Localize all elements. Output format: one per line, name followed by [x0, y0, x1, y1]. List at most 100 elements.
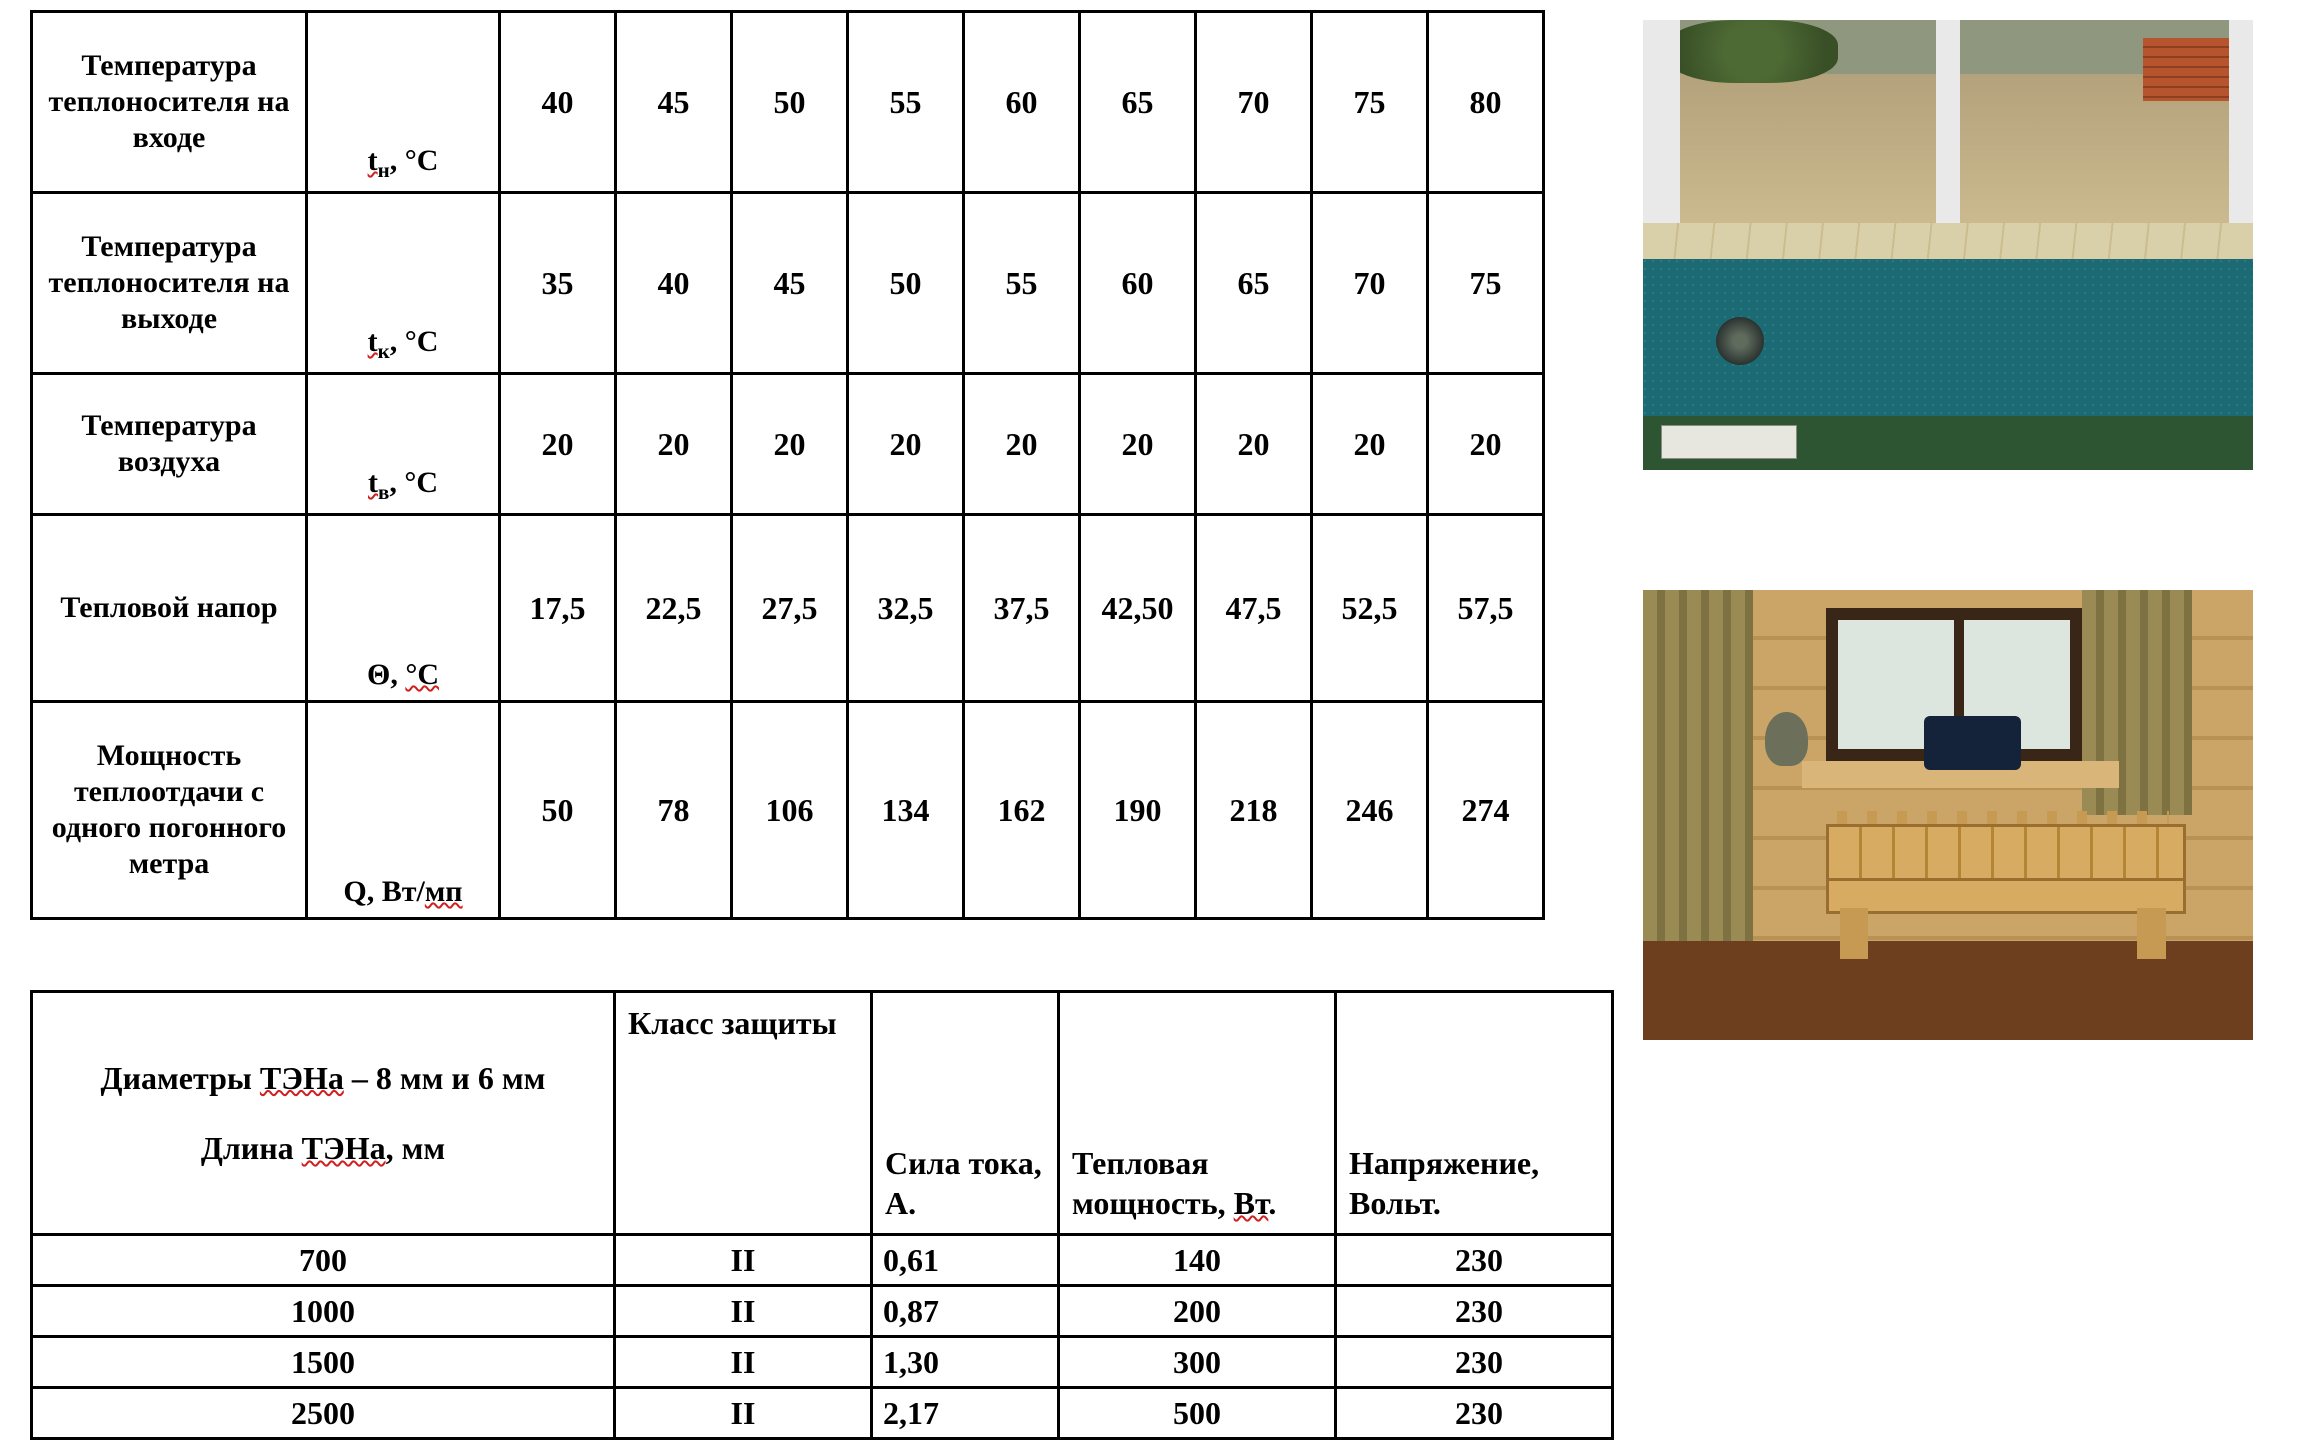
cell: 22,5 — [616, 515, 732, 702]
cell: 300 — [1059, 1337, 1336, 1388]
photo-region — [2229, 20, 2253, 227]
cell: 40 — [500, 12, 616, 193]
heating-element-table: Диаметры ТЭНа – 8 мм и 6 мм Длина ТЭНа, … — [30, 990, 1614, 1440]
cell: 20 — [1080, 374, 1196, 515]
cell: 0,61 — [872, 1235, 1059, 1286]
cell: II — [615, 1337, 872, 1388]
row-symbol: Θ, °C — [307, 515, 500, 702]
cell: 50 — [500, 702, 616, 919]
cell: 106 — [732, 702, 848, 919]
col-header-voltage: Напряжение, Вольт. — [1336, 992, 1613, 1235]
cell: 20 — [964, 374, 1080, 515]
cell: 52,5 — [1312, 515, 1428, 702]
table-row: 1000 II 0,87 200 230 — [32, 1286, 1613, 1337]
table-row: 2500 II 2,17 500 230 — [32, 1388, 1613, 1439]
heat-carrier-table: Температура теплоносителя на входе tн, °… — [30, 10, 1545, 920]
right-column — [1643, 10, 2283, 1160]
cell: 75 — [1312, 12, 1428, 193]
cell: 60 — [964, 12, 1080, 193]
table-row: Температура воздуха tв, °C 20 20 20 20 2… — [32, 374, 1544, 515]
photo-region — [1924, 716, 2022, 770]
photo-region — [2143, 38, 2241, 101]
photo-region — [1667, 20, 1838, 83]
cell: 140 — [1059, 1235, 1336, 1286]
table-row: 1500 II 1,30 300 230 — [32, 1337, 1613, 1388]
left-column: Температура теплоносителя на входе tн, °… — [30, 10, 1540, 1440]
cell: 42,50 — [1080, 515, 1196, 702]
cell: 70 — [1196, 12, 1312, 193]
cell: 230 — [1336, 1235, 1613, 1286]
cell: 55 — [848, 12, 964, 193]
cell: 70 — [1312, 193, 1428, 374]
table-row: Температура теплоносителя на входе tн, °… — [32, 12, 1544, 193]
cell: 45 — [732, 193, 848, 374]
cell: 20 — [500, 374, 616, 515]
photo-region — [1716, 317, 1764, 365]
cell: 230 — [1336, 1286, 1613, 1337]
cell: 218 — [1196, 702, 1312, 919]
table-row: Тепловой напор Θ, °C 17,5 22,5 27,5 32,5… — [32, 515, 1544, 702]
col-header-power: Тепловая мощность, Вт. — [1059, 992, 1336, 1235]
row-label: Температура теплоносителя на выходе — [32, 193, 307, 374]
cell: 1,30 — [872, 1337, 1059, 1388]
cell: 274 — [1428, 702, 1544, 919]
cell: 75 — [1428, 193, 1544, 374]
photo-pool-window — [1643, 20, 2253, 470]
photo-region — [1643, 590, 1753, 941]
cell: 230 — [1336, 1337, 1613, 1388]
row-label: Температура теплоносителя на входе — [32, 12, 307, 193]
cell: 32,5 — [848, 515, 964, 702]
photo-region — [1643, 20, 1680, 227]
cell: 55 — [964, 193, 1080, 374]
cell: 162 — [964, 702, 1080, 919]
cell: 65 — [1196, 193, 1312, 374]
cell: 700 — [32, 1235, 615, 1286]
cell: 17,5 — [500, 515, 616, 702]
cell: 27,5 — [732, 515, 848, 702]
cell: II — [615, 1388, 872, 1439]
cell: 20 — [732, 374, 848, 515]
cell: 20 — [616, 374, 732, 515]
cell: 1500 — [32, 1337, 615, 1388]
photo-wooden-bench — [1643, 590, 2253, 1040]
row-label: Температура воздуха — [32, 374, 307, 515]
cell: 47,5 — [1196, 515, 1312, 702]
cell: II — [615, 1235, 872, 1286]
photo-region — [1765, 712, 1808, 766]
cell: 134 — [848, 702, 964, 919]
cell: 500 — [1059, 1388, 1336, 1439]
table-row: 700 II 0,61 140 230 — [32, 1235, 1613, 1286]
cell: 60 — [1080, 193, 1196, 374]
cell: 230 — [1336, 1388, 1613, 1439]
cell: 50 — [848, 193, 964, 374]
cell: 40 — [616, 193, 732, 374]
cell: 78 — [616, 702, 732, 919]
col-header-class: Класс защиты — [615, 992, 872, 1235]
cell: 190 — [1080, 702, 1196, 919]
row-label: Мощность теплоотдачи с одного погонного … — [32, 702, 307, 919]
cell: 2500 — [32, 1388, 615, 1439]
cell: 37,5 — [964, 515, 1080, 702]
photo-region — [1643, 223, 2253, 259]
cell: 80 — [1428, 12, 1544, 193]
table-header-row: Диаметры ТЭНа – 8 мм и 6 мм Длина ТЭНа, … — [32, 992, 1613, 1235]
table-row: Мощность теплоотдачи с одного погонного … — [32, 702, 1544, 919]
cell: 20 — [1428, 374, 1544, 515]
cell: 35 — [500, 193, 616, 374]
photo-region — [1826, 824, 2180, 959]
cell: 0,87 — [872, 1286, 1059, 1337]
cell: 20 — [1196, 374, 1312, 515]
row-label: Тепловой напор — [32, 515, 307, 702]
cell: 20 — [1312, 374, 1428, 515]
row-symbol: tн, °C — [307, 12, 500, 193]
page: Температура теплоносителя на входе tн, °… — [0, 0, 2313, 1411]
row-symbol: tк, °C — [307, 193, 500, 374]
cell: 246 — [1312, 702, 1428, 919]
cell: 50 — [732, 12, 848, 193]
photo-region — [1936, 20, 1960, 227]
cell: 200 — [1059, 1286, 1336, 1337]
row-symbol: Q, Вт/мп — [307, 702, 500, 919]
row-symbol: tв, °C — [307, 374, 500, 515]
photo-region — [1661, 425, 1797, 459]
cell: 45 — [616, 12, 732, 193]
